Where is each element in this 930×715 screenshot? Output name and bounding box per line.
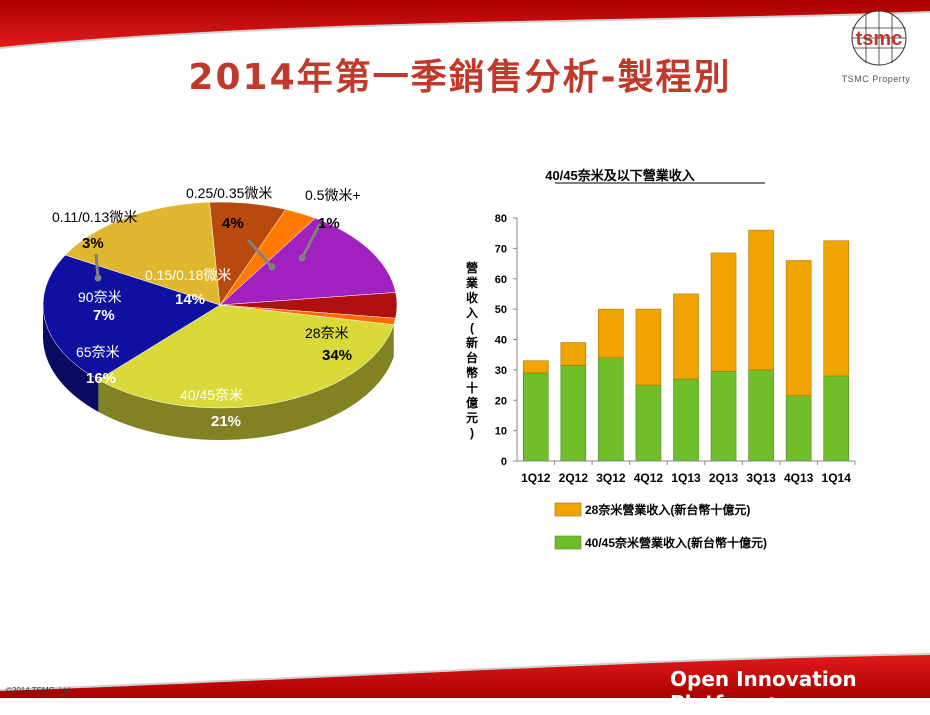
y-axis-label-char-5: 新 (466, 335, 478, 350)
y-axis-label-char-9: 億 (466, 395, 478, 410)
x-tick-label-2Q12: 2Q12 (559, 471, 589, 485)
pie-label-value-5: 14% (175, 291, 205, 308)
pie-label-name-5: 0.15/0.18微米 (145, 267, 231, 283)
y-tick-label-2: 20 (495, 395, 507, 407)
y-axis-label-char-8: 十 (466, 380, 478, 395)
footer-band (0, 653, 930, 698)
x-tick-label-4Q12: 4Q12 (634, 471, 664, 485)
y-axis-label-char-10: 元 (466, 411, 478, 425)
platform-tagline: Open Innovation Platform® (670, 667, 930, 715)
logo-wordmark: tsmc (856, 28, 903, 50)
y-axis-label-char-11: ) (470, 426, 474, 440)
slide-title: 2014年第一季銷售分析-製程別 (188, 57, 732, 98)
platform-name: Open Innovation Platform (670, 667, 857, 715)
pie-label-value-3: 7% (93, 307, 115, 324)
pie-leader-line-2 (300, 223, 322, 259)
y-axis-label-char-0: 營 (466, 260, 478, 275)
tsmc-logo: tsmc (851, 10, 907, 66)
pie-slice-1 (42, 254, 221, 381)
y-tick-label-5: 50 (495, 304, 507, 316)
pie-label-name-3: 90奈米 (78, 289, 122, 305)
bar-40-45nm-3Q12 (598, 357, 624, 462)
bar-chart-title: 40/45奈米及以下營業收入 (545, 168, 695, 183)
bar-28nm-3Q13 (748, 229, 774, 371)
bar-40-45nm-2Q12 (560, 365, 587, 462)
y-tick-label-8: 80 (495, 213, 507, 225)
bar-28nm-2Q13 (710, 252, 737, 372)
y-tick-label-7: 70 (495, 243, 507, 255)
registered-mark: ® (767, 695, 776, 705)
pie-label-value-4: 3% (82, 235, 104, 252)
y-tick-label-0: 0 (501, 456, 507, 468)
pie-leader-dot-0 (94, 274, 102, 282)
pie-slice-side-0 (98, 324, 394, 440)
bar-40-45nm-1Q12 (522, 372, 549, 462)
y-axis-label-char-3: 入 (466, 306, 478, 320)
x-tick-label-4Q13: 4Q13 (784, 471, 814, 485)
pie-label-name-6: 0.25/0.35微米 (186, 185, 272, 201)
legend-swatch-0 (554, 502, 582, 517)
property-label: TSMC Property (841, 74, 911, 84)
bar-28nm-1Q12 (522, 360, 549, 374)
header-band (0, 0, 930, 49)
y-axis-label-char-2: 收 (466, 290, 478, 305)
bar-40-45nm-2Q13 (710, 371, 737, 462)
bar-40-45nm-3Q13 (748, 369, 774, 462)
x-tick-label-2Q13: 2Q13 (709, 471, 739, 485)
pie-label-name-4: 0.11/0.13微米 (52, 209, 137, 225)
y-tick-label-1: 10 (495, 426, 507, 438)
bar-40-45nm-4Q13 (785, 395, 812, 462)
pie-slice-2 (64, 201, 221, 306)
copyright-text: ©2014 TSMC, Ltd (6, 686, 70, 695)
pie-leader-dot-2 (298, 254, 306, 262)
y-axis-label-char-7: 幣 (466, 365, 478, 380)
x-tick-label-1Q14: 1Q14 (822, 471, 852, 485)
pie-label-name-1: 40/45奈米 (180, 387, 243, 403)
x-tick-label-1Q12: 1Q12 (521, 471, 551, 485)
pie-label-value-1: 21% (211, 413, 241, 430)
bar-28nm-1Q13 (673, 293, 699, 380)
legend-swatch-1 (554, 535, 582, 550)
x-tick-label-3Q12: 3Q12 (596, 471, 626, 485)
y-tick-label-6: 60 (495, 274, 507, 286)
legend-label-1: 40/45奈米營業收入(新台幣十億元) (585, 535, 767, 550)
bar-28nm-4Q13 (785, 260, 812, 396)
bar-40-45nm-1Q13 (673, 378, 699, 462)
pie-label-name-0: 28奈米 (305, 325, 349, 341)
pie-label-name-2: 65奈米 (76, 344, 120, 360)
y-axis-label-char-4: ( (470, 321, 474, 335)
y-axis-label-char-1: 業 (465, 275, 479, 290)
pie-label-value-7: 1% (318, 215, 340, 232)
pie-label-value-0: 34% (322, 347, 352, 364)
pie-leader-line-1 (246, 239, 274, 268)
x-tick-label-1Q13: 1Q13 (671, 471, 701, 485)
y-tick-label-4: 40 (495, 335, 507, 347)
bar-28nm-4Q12 (635, 308, 662, 386)
legend-label-0: 28奈米營業收入(新台幣十億元) (585, 502, 750, 517)
pie-slice-7 (219, 304, 396, 325)
process-pie-chart: 28奈米 34% 40/45奈米 21% 65奈米 16% 90奈米 7% 0.11/0.13微… (42, 185, 398, 440)
bar-40-45nm-4Q12 (635, 384, 662, 462)
pie-leader-dot-1 (268, 263, 276, 271)
bar-28nm-3Q12 (598, 308, 624, 359)
bar-28nm-2Q12 (560, 342, 587, 366)
pie-slice-5 (219, 217, 396, 306)
y-tick-label-3: 30 (495, 365, 507, 377)
pie-slice-side-1 (43, 305, 99, 412)
revenue-bar-chart: 40/45奈米及以下營業收入 0 10 20 30 40 50 60 70 80 1Q12 2Q12… (465, 168, 856, 550)
pie-label-name-7: 0.5微米+ (305, 187, 361, 203)
y-axis-label-char-6: 台 (466, 350, 478, 365)
pie-slice-0 (97, 304, 395, 409)
x-tick-label-3Q13: 3Q13 (746, 471, 776, 485)
pie-label-value-6: 4% (222, 215, 244, 232)
bar-28nm-1Q14 (823, 240, 850, 377)
pie-label-value-2: 16% (86, 370, 116, 387)
bar-40-45nm-1Q14 (823, 375, 850, 462)
pie-leader-line-0 (94, 253, 100, 279)
